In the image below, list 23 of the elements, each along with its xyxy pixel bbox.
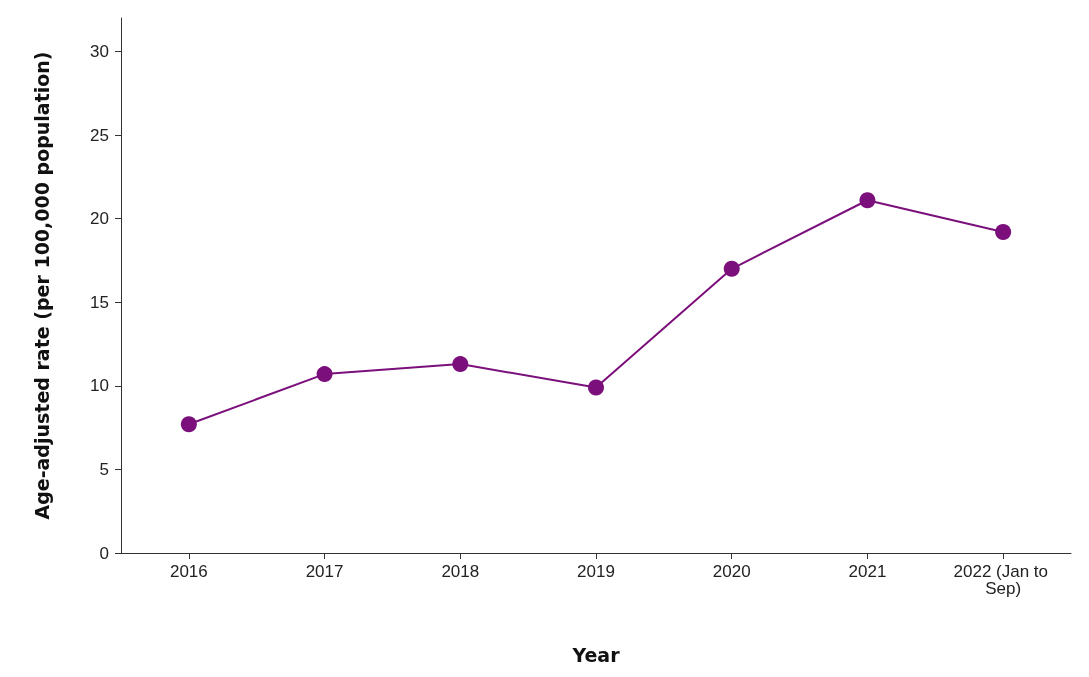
- y-tick-label: 5: [99, 459, 109, 479]
- y-axis-title: Age-adjusted rate (per 100,000 population): [30, 51, 53, 520]
- x-tick-label: 2019: [577, 562, 615, 581]
- point: [995, 224, 1012, 240]
- x-tick-label: 2020: [712, 562, 751, 581]
- x-tick-label: 2018: [441, 562, 480, 581]
- x-tick-label: 2022 (Jan to Sep): [953, 562, 1053, 598]
- x-tick-label: 2021: [848, 562, 887, 581]
- point: [859, 192, 876, 209]
- y-tick-label: 25: [90, 125, 109, 145]
- x-tick-label: 2016: [169, 562, 208, 581]
- y-tick-label: 10: [90, 376, 109, 396]
- y-tick-label: 20: [90, 209, 109, 229]
- point: [588, 379, 604, 396]
- y-tick-label: 15: [90, 292, 109, 312]
- y-tick-label: 30: [90, 41, 109, 61]
- point: [316, 366, 333, 383]
- x-tick-label: 2017: [305, 562, 344, 581]
- point: [452, 356, 469, 373]
- point: [180, 416, 197, 433]
- point: [723, 260, 740, 277]
- y-tick-label: 0: [99, 543, 109, 563]
- x-axis-title: Year: [571, 643, 621, 666]
